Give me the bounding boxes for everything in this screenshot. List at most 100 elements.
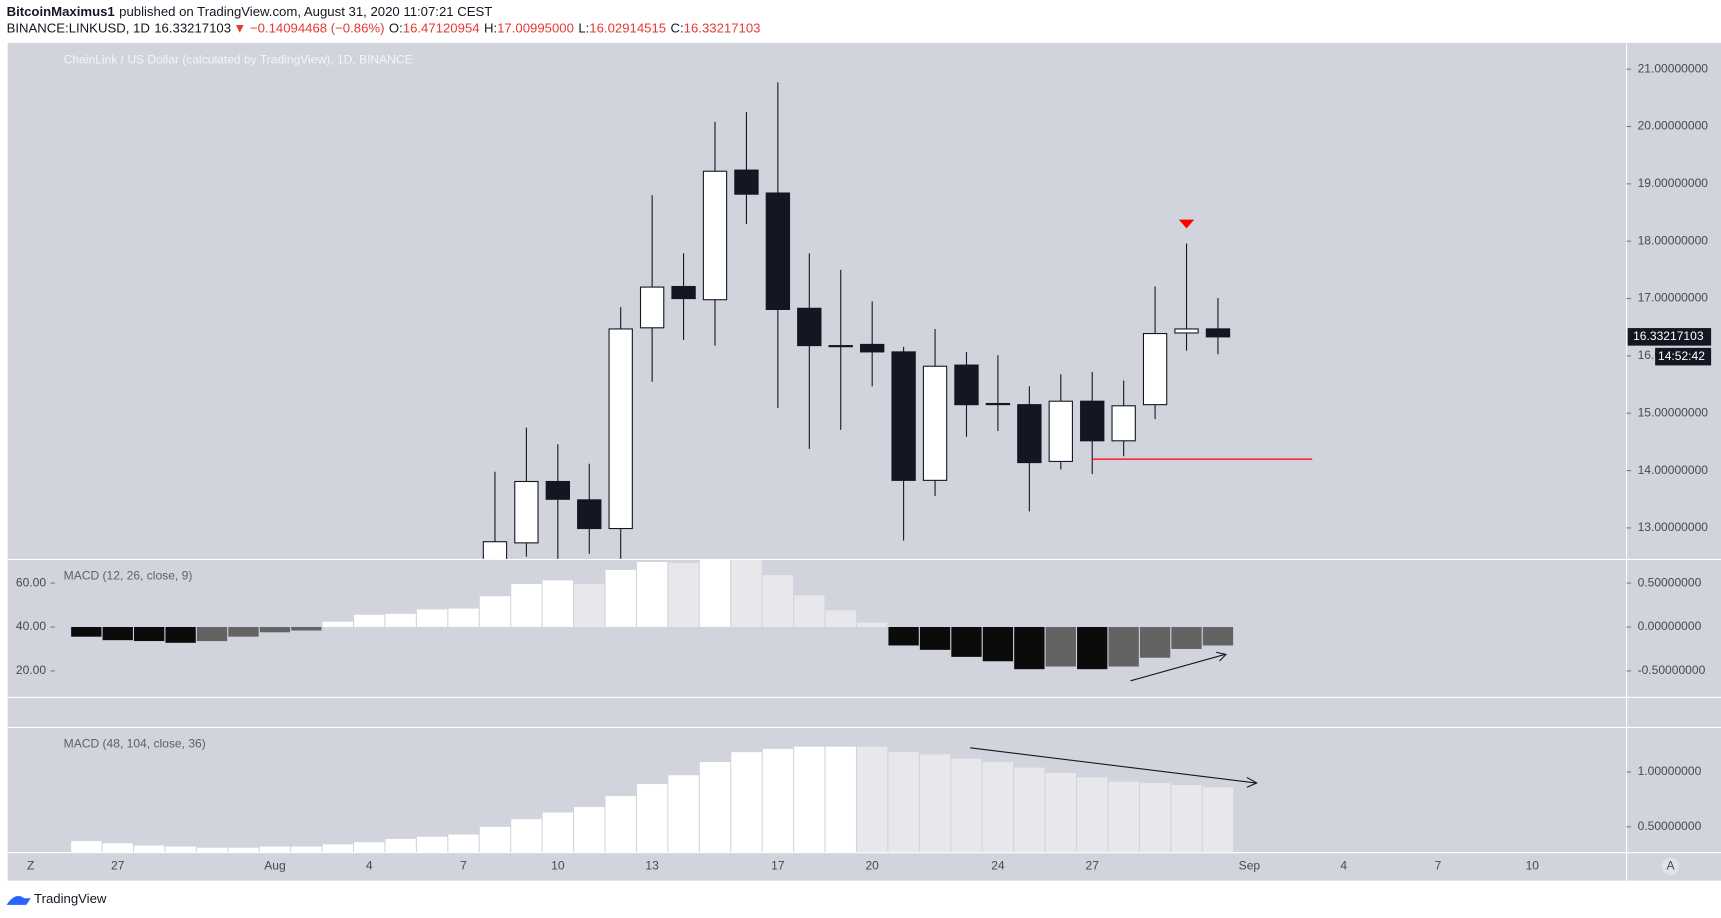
histogram-bar [511,583,542,628]
histogram-bar [291,627,322,631]
pane-title: MACD (12, 26, close, 9) [64,569,193,583]
histogram-bar [605,569,636,628]
histogram-bar [416,836,448,853]
histogram-bar [259,627,291,633]
histogram-bar [291,846,322,853]
histogram-bar [259,846,291,853]
trend-arrow [1130,653,1226,682]
x-tick-label: 4 [366,859,373,873]
histogram-bar [888,627,919,646]
field-key: O: [389,21,403,36]
candle-body [1017,404,1042,464]
candle-body [545,480,571,500]
corner-button-bg[interactable] [1661,857,1680,876]
y-tick-label: -0.50000000 [1638,663,1706,677]
histogram-bar [1045,773,1076,853]
histogram-bar [71,841,102,853]
histogram-bar [385,613,416,628]
y-tick-label: 1.00000000 [1638,764,1702,778]
x-tick-label: 27 [111,859,125,873]
x-tick-label: 17 [771,859,785,873]
y-tick-label: 20.00000000 [1638,119,1709,133]
histogram-bar [1202,787,1234,853]
logo [6,896,31,905]
y2-tick-label: 60.00 [16,575,46,589]
histogram-bar [699,560,731,628]
histogram-bar [322,621,353,628]
y-tick-label: 19.00000000 [1638,176,1709,190]
x-tick-label: Aug [264,859,285,873]
histogram-bar [574,807,605,853]
pane [71,560,1234,670]
x-tick-label: 10 [1526,859,1540,873]
candle-body [1111,405,1136,442]
candle-body [797,307,822,347]
histogram-bar [165,627,196,643]
candle-body [922,365,948,481]
x-tick-label: 7 [1435,859,1442,873]
histogram-bar [196,627,228,642]
candle-body [1205,328,1231,338]
histogram-bar [919,627,951,650]
histogram-bar [354,614,385,628]
histogram-bar [134,845,165,853]
histogram-bar [982,762,1014,853]
field-key: L: [578,21,589,36]
pane [482,82,1313,559]
histogram-bar [165,846,196,853]
candle-body [765,192,791,311]
histogram-bar [1202,627,1234,646]
corner-button[interactable]: Z [27,859,34,873]
trend-arrow [970,747,1256,784]
histogram-bar [196,847,228,853]
histogram-bar [1171,627,1202,649]
symbol: BINANCE:LINKUSD, 1D [7,21,150,36]
published: published on TradingView.com, August 31,… [119,5,492,20]
histogram-bar [228,847,259,853]
countdown-box [1655,347,1712,366]
plot-layer: 27 Aug 4 7 10 13 17 20 24 27 Sep 4 7 10 ChainLink / US… [16,53,1712,873]
histogram-bar [605,796,636,853]
y-tick-label: 0.00000000 [1638,619,1702,633]
candle-body [1174,328,1199,334]
histogram-bar [574,583,605,628]
candle-body [608,328,633,530]
histogram-bar [762,575,794,628]
chart-area [7,42,1721,881]
pane [71,746,1234,853]
y-tick-label: 21.00000000 [1638,61,1709,75]
candle-body [859,343,885,353]
histogram-bar [102,627,133,641]
histogram-bar [1014,767,1045,853]
last: 16.33217103 [154,21,231,36]
candle-body [1142,332,1168,406]
x-tick-label: Sep [1239,859,1261,873]
histogram-bar [1171,785,1202,853]
last-price-label: 16.33217103 [1633,329,1704,343]
pane-title: ChainLink / US Dollar (calculated by Tra… [64,53,413,67]
histogram-bar [951,627,982,657]
histogram-bar [1045,627,1076,667]
x-tick-label: 4 [1340,859,1347,873]
histogram-bar [636,784,668,853]
histogram-bar [731,752,762,853]
y2-tick-label: 20.00 [16,663,46,677]
histogram-bar [794,746,825,853]
y-tick-label: 0.50000000 [1638,819,1702,833]
histogram-bar [825,746,856,853]
histogram-bar [1014,627,1045,670]
y-tick-label: 15.00000000 [1638,405,1709,419]
histogram-bar [668,562,699,628]
candle-body [891,351,916,481]
histogram-bar [385,838,416,853]
histogram-bar [762,748,794,853]
last-price-box [1627,328,1712,346]
histogram-bar [511,819,542,853]
histogram-bar [102,843,133,853]
y-tick-label: 14.00000000 [1638,463,1709,477]
candle-body [1048,400,1073,462]
corner-button[interactable]: A [1666,859,1675,873]
arrow-head [1246,776,1258,788]
y-tick-label: 13.00000000 [1638,520,1709,534]
histogram-bar [1139,627,1171,658]
